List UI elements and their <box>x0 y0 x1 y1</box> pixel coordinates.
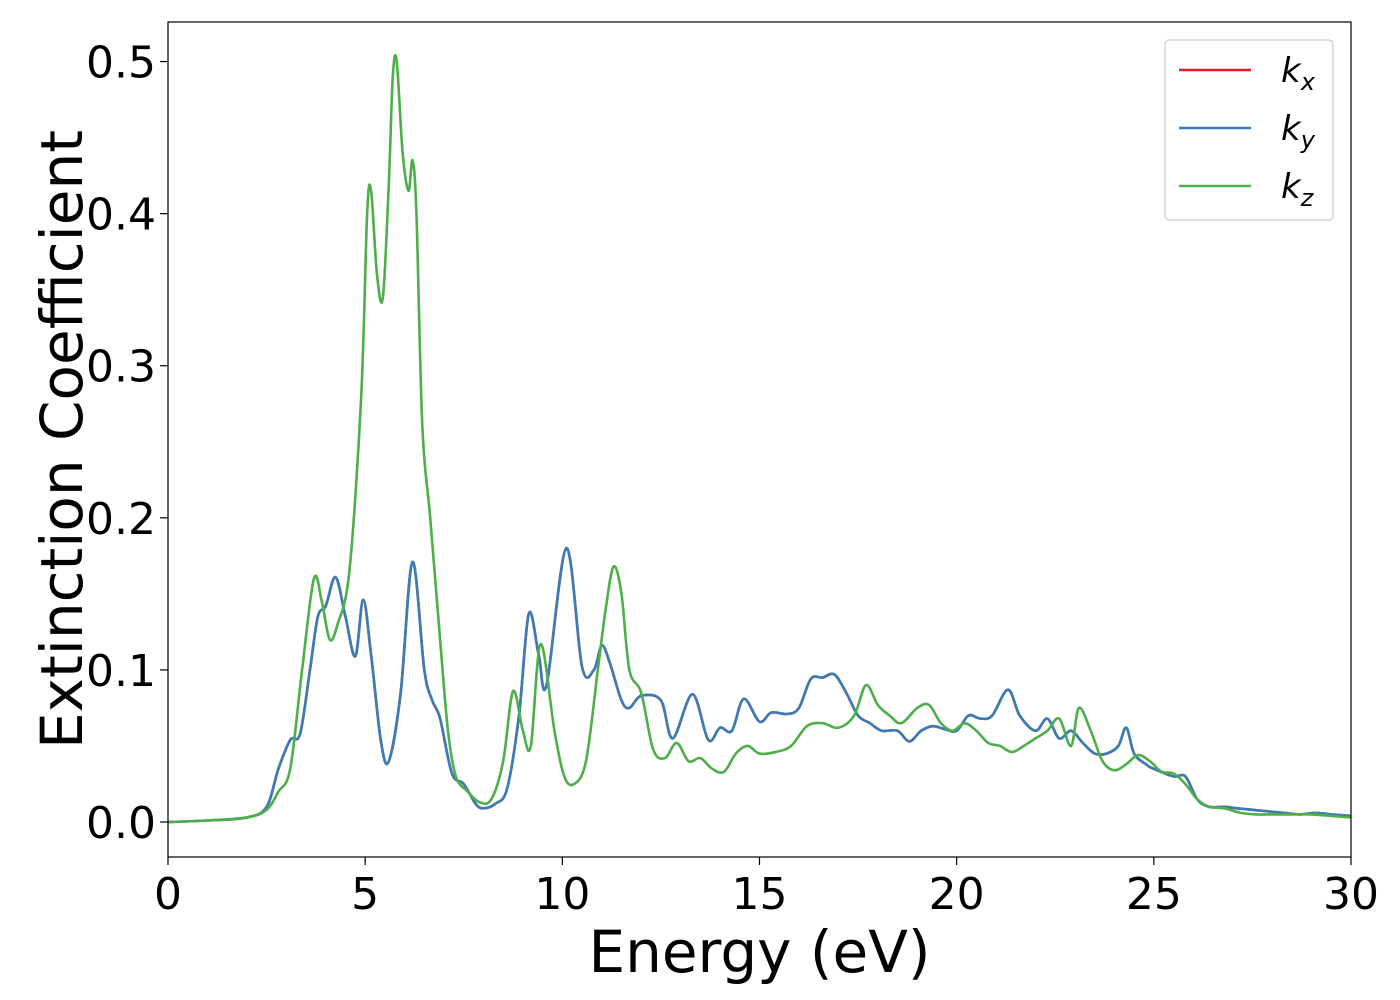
y-axis-title: Extinction Coefficient <box>28 130 96 749</box>
y-tick-label: 0.5 <box>86 38 156 89</box>
legend-label-ky: ky <box>1281 109 1316 154</box>
x-tick-label: 0 <box>154 869 182 920</box>
x-tick-label: 5 <box>351 869 379 920</box>
y-tick-label: 0.3 <box>86 342 156 393</box>
x-tick-label: 15 <box>732 869 788 920</box>
x-tick-label: 30 <box>1323 869 1379 920</box>
series-layer <box>167 54 1352 824</box>
y-tick-label: 0.2 <box>86 494 156 545</box>
series-line-kz <box>167 54 1352 824</box>
y-axis-ticks: 0.0 0.1 0.2 0.3 0.4 0.5 <box>86 38 168 849</box>
series-line-ky <box>167 546 1352 824</box>
x-axis-ticks: 0 5 10 15 20 25 30 <box>154 857 1379 920</box>
legend-label-kx: kx <box>1281 51 1316 96</box>
x-tick-label: 25 <box>1126 869 1182 920</box>
x-axis-title: Energy (eV) <box>588 918 930 986</box>
legend: kx ky kz <box>1164 39 1334 221</box>
series-line-kx <box>167 546 1352 824</box>
legend-label-kz: kz <box>1281 167 1315 212</box>
legend-box <box>1164 39 1334 221</box>
y-tick-label: 0.1 <box>86 646 156 697</box>
x-tick-label: 20 <box>929 869 985 920</box>
x-tick-label: 10 <box>534 869 590 920</box>
y-tick-label: 0.4 <box>86 190 156 241</box>
y-tick-label: 0.0 <box>86 798 156 849</box>
